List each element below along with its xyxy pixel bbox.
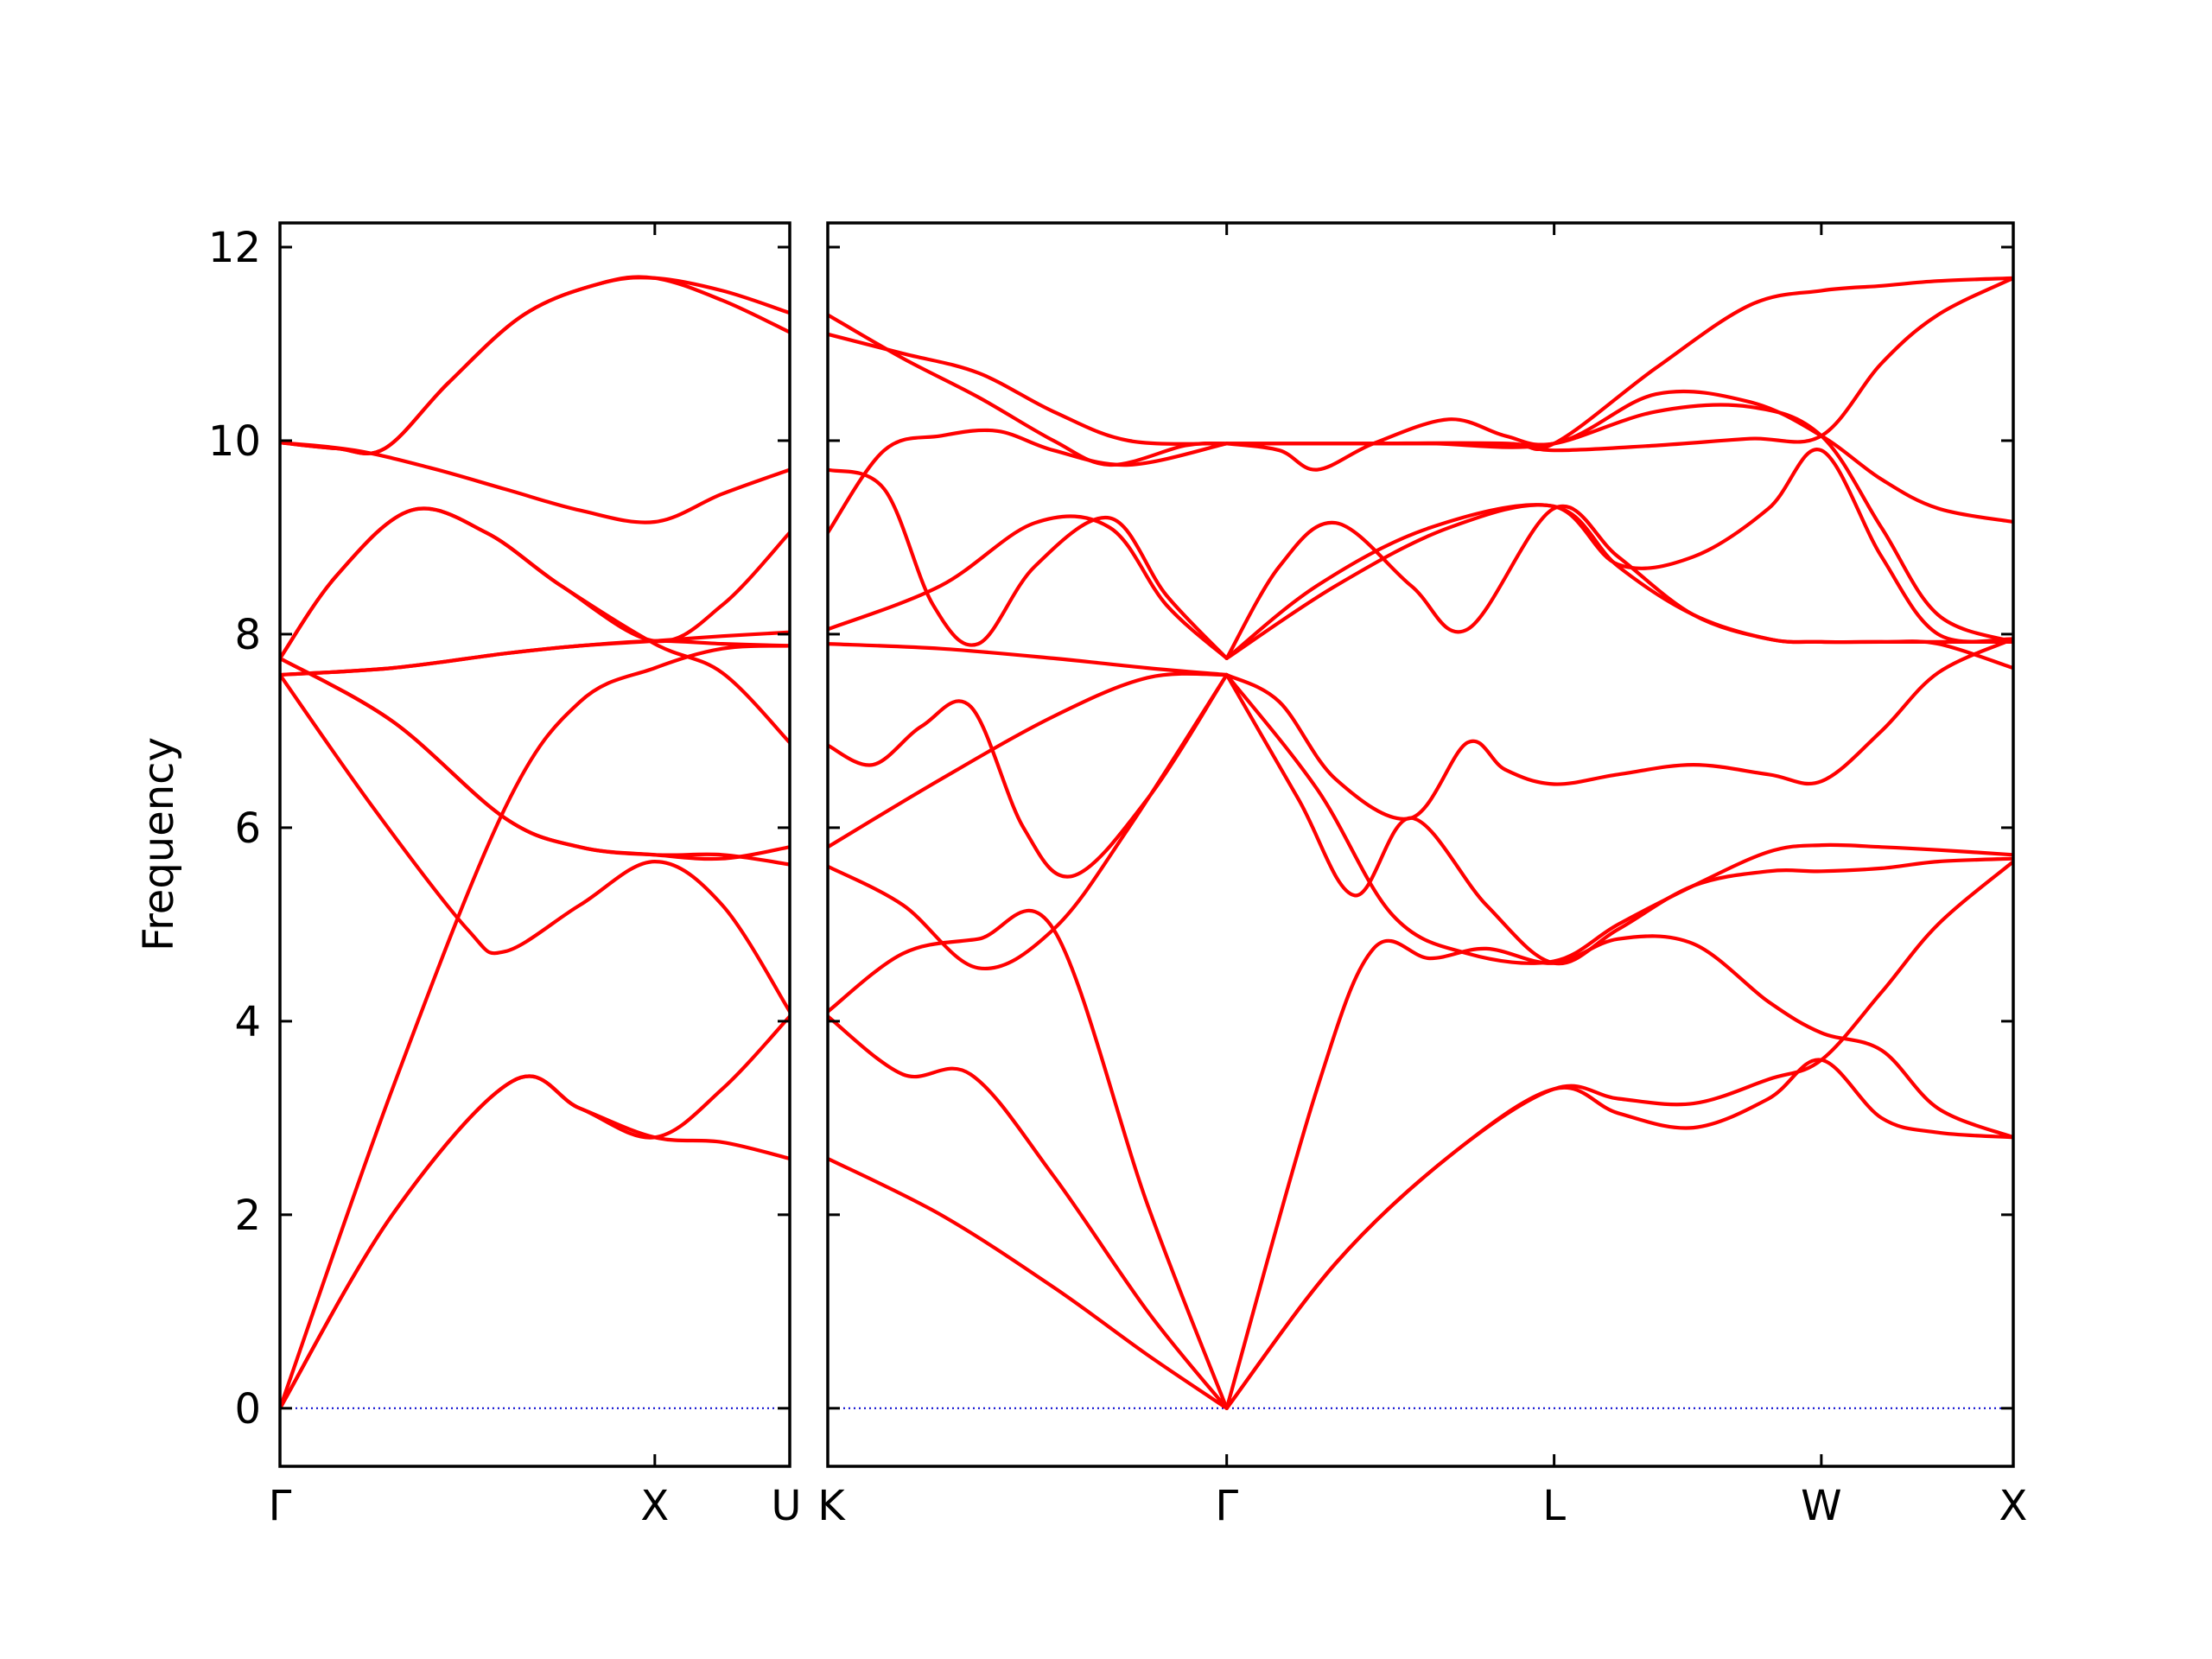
x-tick-label: K [817, 1482, 846, 1530]
band-line-14 [828, 467, 1229, 660]
band-line-12 [280, 276, 790, 456]
y-tick-label: 10 [208, 417, 261, 466]
x-tick-label: X [1999, 1482, 2028, 1530]
band-line-23 [1224, 403, 2013, 644]
y-axis-label: Frequency [135, 737, 183, 951]
band-line-13 [280, 275, 790, 456]
x-tick-label: X [640, 1482, 669, 1530]
band-line-2 [828, 1014, 1229, 1410]
band-line-12 [1224, 637, 2013, 821]
band-line-1 [828, 1156, 1229, 1410]
band-line-6 [1224, 1058, 2013, 1410]
x-tick-label: U [771, 1482, 801, 1530]
band-line-5 [1224, 860, 2013, 1410]
band-line-16 [1224, 503, 2013, 671]
y-tick-label: 4 [234, 998, 261, 1046]
band-line-20 [828, 332, 1229, 446]
band-line-13 [828, 642, 1229, 677]
band-line-11 [1224, 672, 2013, 965]
x-tick-label: W [1801, 1482, 1841, 1530]
panel-frame [826, 221, 2015, 1468]
band-line-4 [280, 672, 790, 1014]
x-tick-label: Γ [1215, 1482, 1238, 1530]
y-tick-label: 2 [234, 1192, 261, 1240]
band-line-18 [1224, 448, 2013, 660]
y-tick-label: 0 [234, 1385, 261, 1433]
x-tick-label: Γ [269, 1482, 292, 1530]
band-line-10 [1224, 672, 2013, 966]
band-line-7 [828, 672, 1229, 971]
band-line-8 [280, 630, 790, 677]
band-line-3 [280, 644, 790, 1410]
y-tick-label: 8 [234, 611, 261, 659]
band-line-21 [828, 313, 1229, 467]
band-line-11 [280, 441, 790, 524]
panel-frame [278, 221, 791, 1468]
band-line-25 [1224, 276, 2013, 453]
bands-group [828, 276, 2013, 1410]
band-line-9 [828, 672, 1229, 879]
panels-layer: 0 2 4 6 8 10 12 Γ X U K Γ L W X [208, 221, 2028, 1530]
band-line-10 [280, 506, 790, 660]
y-tick-label: 12 [208, 224, 261, 272]
x-tick-label: L [1542, 1482, 1566, 1530]
band-line-4 [1224, 934, 2013, 1410]
band-line-9 [280, 506, 790, 745]
band-line-19 [828, 428, 1229, 535]
band-line-8 [828, 671, 1229, 849]
bands-group [280, 275, 790, 1410]
band-line-2 [280, 1074, 790, 1410]
y-tick-label: 6 [234, 804, 261, 853]
band-line-17 [828, 514, 1229, 660]
panel-1: 0 2 4 6 8 10 12 Γ X U [208, 221, 802, 1530]
band-line-6 [280, 656, 790, 861]
